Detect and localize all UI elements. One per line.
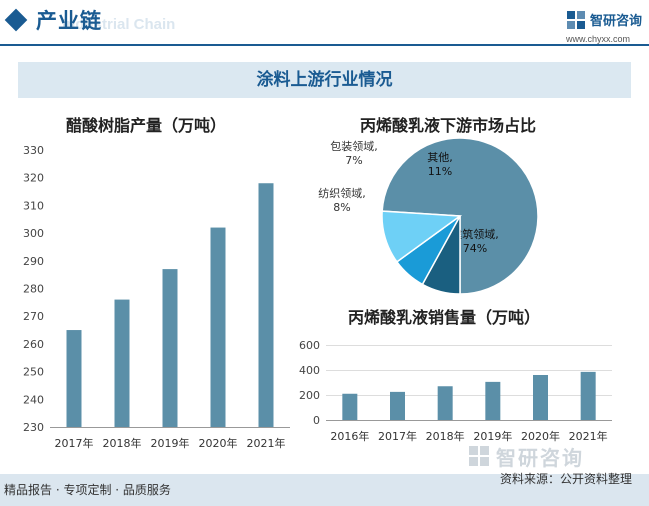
left-ytick-label: 260 bbox=[23, 338, 44, 351]
left-ytick-label: 330 bbox=[23, 144, 44, 157]
right-ytick-label: 600 bbox=[299, 339, 320, 352]
section-title: 涂料上游行业情况 bbox=[256, 70, 393, 90]
brand-logo[interactable]: 智研咨询 www.chyxx.com bbox=[566, 8, 646, 44]
right-xtick-label: 2021年 bbox=[569, 429, 608, 443]
left-ytick-label: 280 bbox=[23, 283, 44, 296]
right-chart-title: 丙烯酸乳液销售量（万吨） bbox=[348, 308, 541, 327]
right-xtick-label: 2018年 bbox=[426, 429, 465, 443]
footer-bar bbox=[0, 474, 649, 506]
brand-url: www.chyxx.com bbox=[566, 34, 631, 44]
left-xtick-label: 2017年 bbox=[55, 436, 94, 450]
left-bar bbox=[210, 227, 226, 427]
left-bar bbox=[114, 299, 130, 427]
pie-slice-value: 11% bbox=[428, 165, 452, 178]
data-source: 资料来源：公开资料整理 bbox=[500, 472, 633, 486]
left-ytick-label: 290 bbox=[23, 255, 44, 268]
footer-logo-icon bbox=[469, 446, 489, 466]
pie-slice-value: 74% bbox=[463, 242, 487, 255]
right-bar bbox=[390, 391, 405, 420]
right-bar bbox=[437, 386, 453, 420]
right-bar bbox=[580, 371, 596, 420]
left-xtick-label: 2020年 bbox=[199, 436, 238, 450]
left-bar bbox=[258, 183, 274, 427]
left-ytick-label: 240 bbox=[23, 393, 44, 406]
pie-slice-value: 7% bbox=[345, 154, 362, 167]
pie-slice-value: 8% bbox=[333, 201, 350, 214]
left-ytick-label: 320 bbox=[23, 172, 44, 185]
section-banner: 涂料上游行业情况 bbox=[18, 62, 631, 98]
right-xtick-label: 2020年 bbox=[521, 429, 560, 443]
left-ytick-label: 310 bbox=[23, 199, 44, 212]
pie-slice-label: 其他, bbox=[427, 151, 453, 164]
page-title: 产业链 bbox=[36, 9, 102, 33]
left-ytick-label: 270 bbox=[23, 310, 44, 323]
footer-slogan: 精品报告 · 专项定制 · 品质服务 bbox=[4, 483, 171, 497]
header-watermark: Industrial Chain bbox=[62, 16, 176, 33]
left-xtick-label: 2018年 bbox=[103, 436, 142, 450]
pie-slice-label: 纺织领域, bbox=[318, 186, 366, 200]
left-ytick-label: 230 bbox=[23, 421, 44, 434]
left-bar bbox=[162, 269, 178, 427]
pie-chart-title: 丙烯酸乳液下游市场占比 bbox=[360, 116, 537, 135]
left-chart-title: 醋酸树脂产量（万吨） bbox=[66, 116, 227, 135]
left-ytick-label: 250 bbox=[23, 366, 44, 379]
left-xtick-label: 2019年 bbox=[151, 436, 190, 450]
right-ytick-label: 0 bbox=[313, 414, 320, 427]
pie-slice-label: 建筑领域, bbox=[451, 227, 499, 241]
right-xtick-label: 2016年 bbox=[330, 429, 369, 443]
right-ytick-label: 200 bbox=[299, 389, 320, 402]
header-divider bbox=[0, 44, 649, 46]
right-xtick-label: 2019年 bbox=[473, 429, 512, 443]
right-xtick-label: 2017年 bbox=[378, 429, 417, 443]
right-bar bbox=[342, 393, 358, 420]
pie-slice-label: 包装领域, bbox=[330, 140, 378, 153]
left-ytick-label: 300 bbox=[23, 227, 44, 240]
footer-logo-text: 智研咨询 bbox=[496, 446, 584, 470]
right-ytick-label: 400 bbox=[299, 364, 320, 377]
brand-name: 智研咨询 bbox=[590, 14, 643, 29]
left-xtick-label: 2021年 bbox=[247, 436, 286, 450]
pie-slice bbox=[381, 210, 463, 263]
right-bar bbox=[485, 381, 501, 420]
footer-logo: 智研咨询 bbox=[468, 442, 638, 470]
right-bar bbox=[533, 375, 548, 420]
left-bar bbox=[66, 330, 82, 427]
brand-logo-icon bbox=[567, 11, 585, 29]
